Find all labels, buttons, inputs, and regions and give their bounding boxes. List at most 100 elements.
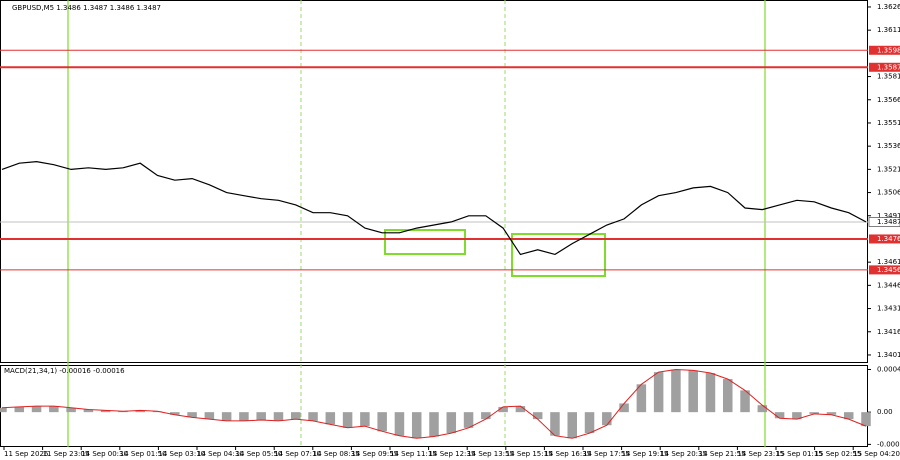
macd-bar bbox=[653, 372, 664, 413]
x-tick-label: 14 Sep 21:55 bbox=[699, 450, 746, 458]
x-tick-label: 15 Sep 04:20 bbox=[853, 450, 900, 458]
y-tick-label: 1.3626 bbox=[877, 3, 900, 11]
macd-bar bbox=[515, 406, 526, 413]
macd-bar bbox=[498, 406, 508, 413]
macd-bar bbox=[83, 409, 94, 413]
macd-bar bbox=[291, 412, 301, 420]
macd-bar bbox=[463, 412, 474, 428]
macd-y-tick-label: -0.00037 bbox=[877, 440, 900, 448]
x-tick-label: 14 Sep 13:55 bbox=[467, 450, 514, 458]
y-tick-label: 1.3491 bbox=[877, 212, 900, 220]
x-tick-label: 14 Sep 03:10 bbox=[158, 450, 205, 458]
y-tick-label: 1.3581 bbox=[877, 73, 900, 81]
macd-bar bbox=[31, 406, 42, 413]
macd-bar bbox=[135, 410, 145, 413]
macd-bar bbox=[14, 406, 25, 413]
macd-bar bbox=[567, 412, 577, 439]
x-tick-label: 14 Sep 16:35 bbox=[544, 450, 591, 458]
y-tick-label: 1.3506 bbox=[877, 189, 900, 197]
macd-bar bbox=[411, 412, 422, 439]
macd-bar bbox=[774, 412, 785, 419]
y-tick-label: 1.3416 bbox=[877, 328, 900, 336]
macd-bar bbox=[826, 412, 837, 415]
macd-bar bbox=[221, 412, 232, 421]
macd-bar bbox=[532, 412, 543, 420]
macd-bar bbox=[757, 405, 768, 413]
zone-box bbox=[384, 229, 466, 255]
x-tick-label: 11 Sep 23:05 bbox=[43, 450, 90, 458]
macd-bar bbox=[550, 412, 560, 436]
x-tick-label: 14 Sep 17:55 bbox=[583, 450, 630, 458]
macd-title: MACD(21,34,1) -0.00016 -0.00016 bbox=[4, 367, 125, 375]
x-tick-label: 15 Sep 01:15 bbox=[776, 450, 823, 458]
macd-bar bbox=[446, 412, 457, 434]
macd-bar bbox=[360, 412, 370, 427]
macd-bar bbox=[187, 412, 197, 418]
macd-bar bbox=[740, 390, 750, 413]
macd-bar bbox=[308, 412, 318, 421]
y-tick-label: 1.3431 bbox=[877, 305, 900, 313]
macd-bar bbox=[0, 407, 7, 413]
macd-bar bbox=[705, 372, 716, 413]
macd-signal-line bbox=[1, 368, 867, 439]
macd-bar bbox=[602, 412, 612, 426]
current-price-label: 1.3487 bbox=[877, 218, 900, 226]
price-panel bbox=[0, 0, 868, 363]
x-tick-label: 14 Sep 19:15 bbox=[622, 450, 669, 458]
macd-panel bbox=[0, 365, 868, 447]
y-tick-label: 1.3521 bbox=[877, 165, 900, 173]
y-tick-label: 1.3611 bbox=[877, 26, 900, 34]
x-tick-label: 14 Sep 11:15 bbox=[390, 450, 437, 458]
y-tick-label: 1.3536 bbox=[877, 142, 900, 150]
level-tag bbox=[869, 45, 900, 55]
level-label: 1.3587 bbox=[877, 63, 900, 71]
macd-bar bbox=[809, 412, 819, 414]
level-tag bbox=[869, 62, 900, 72]
zone-box bbox=[511, 233, 606, 277]
macd-bar bbox=[688, 370, 698, 413]
macd-bar bbox=[636, 384, 647, 413]
current-price-tag bbox=[868, 217, 900, 227]
y-tick-label: 1.3461 bbox=[877, 258, 900, 266]
y-tick-label: 1.3551 bbox=[877, 119, 900, 127]
macd-bar bbox=[49, 406, 59, 413]
macd-bar bbox=[66, 407, 76, 413]
macd-bar bbox=[861, 412, 871, 427]
x-tick-label: 14 Sep 08:35 bbox=[313, 450, 360, 458]
y-tick-label: 1.3566 bbox=[877, 96, 900, 104]
macd-y-tick-label: 0.00 bbox=[877, 408, 893, 416]
macd-y-tick-label: 0.00049 bbox=[877, 365, 900, 373]
level-tag bbox=[869, 234, 900, 244]
macd-bar bbox=[671, 369, 681, 413]
x-tick-label: 14 Sep 23:15 bbox=[737, 450, 784, 458]
macd-bar bbox=[723, 379, 733, 413]
y-tick-label: 1.3446 bbox=[877, 281, 900, 289]
x-tick-label: 14 Sep 04:30 bbox=[197, 450, 244, 458]
x-tick-label: 14 Sep 00:30 bbox=[81, 450, 128, 458]
macd-bar bbox=[792, 412, 802, 420]
macd-bar bbox=[239, 412, 249, 421]
macd-bar bbox=[325, 412, 336, 425]
macd-bar bbox=[377, 412, 387, 432]
x-tick-label: 14 Sep 05:50 bbox=[236, 450, 283, 458]
x-tick-label: 14 Sep 07:10 bbox=[274, 450, 321, 458]
macd-bar bbox=[256, 412, 266, 420]
macd-bar bbox=[100, 410, 111, 413]
y-tick-label: 1.3401 bbox=[877, 351, 900, 359]
macd-bar bbox=[619, 403, 629, 413]
x-tick-label: 15 Sep 02:55 bbox=[815, 450, 862, 458]
x-tick-label: 11 Sep 2026 bbox=[4, 450, 49, 458]
macd-bar bbox=[843, 412, 854, 420]
x-tick-label: 14 Sep 15:15 bbox=[506, 450, 553, 458]
x-tick-label: 14 Sep 09:55 bbox=[351, 450, 398, 458]
macd-bar bbox=[170, 412, 180, 415]
macd-bar bbox=[429, 412, 439, 437]
macd-bar bbox=[342, 412, 353, 428]
macd-bar bbox=[204, 412, 215, 420]
price-line bbox=[1, 160, 867, 256]
x-tick-label: 14 Sep 01:50 bbox=[120, 450, 167, 458]
macd-bar bbox=[481, 412, 491, 420]
macd-bar bbox=[273, 412, 284, 421]
chart-title: GBPUSD,M5 1.3486 1.3487 1.3486 1.3487 bbox=[12, 4, 161, 12]
